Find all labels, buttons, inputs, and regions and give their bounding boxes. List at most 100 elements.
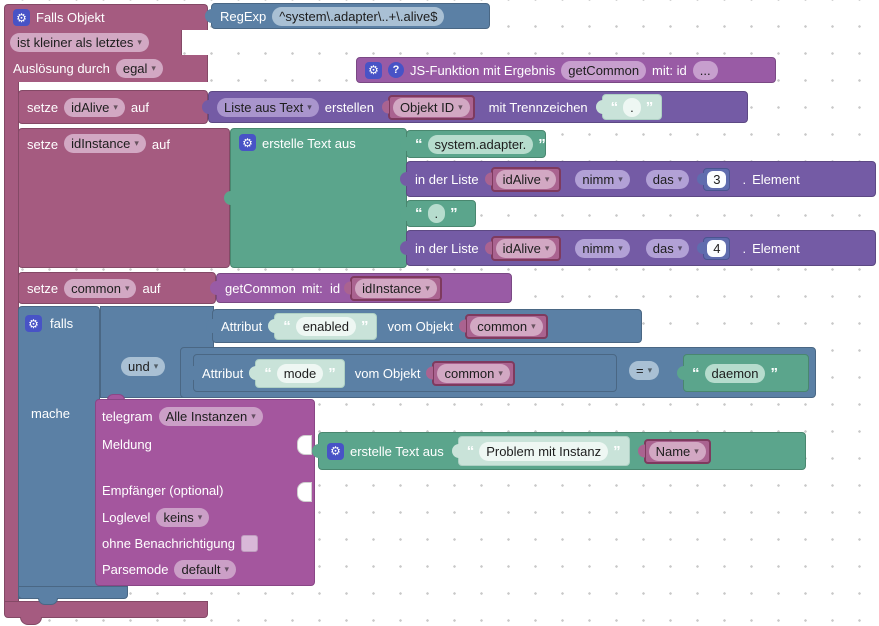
message-text-field[interactable]: Problem mit Instanz [479, 441, 609, 461]
separator-text-shadow-block[interactable]: “ . ” [601, 94, 663, 120]
comparison-block[interactable]: Attribut “ mode ” vom Objekt common ▾ = … [180, 347, 816, 398]
separator-text-field[interactable]: . [623, 97, 641, 117]
objekt-id-dropdown[interactable]: Objekt ID ▾ [392, 97, 470, 117]
list-get-which-dropdown[interactable]: das ▾ [645, 238, 690, 258]
attr-name-field[interactable]: mode [276, 363, 324, 383]
idalive-var-dropdown[interactable]: idAlive ▾ [495, 169, 557, 189]
attribute-get-block-2[interactable]: Attribut “ mode ” vom Objekt common ▾ [193, 354, 617, 392]
list-create-mode-dropdown[interactable]: Liste aus Text ▾ [217, 97, 319, 117]
und-dropdown[interactable]: und ▾ [121, 357, 166, 376]
erstellen-label: erstellen [324, 99, 374, 115]
chevron-down-icon: ▾ [694, 445, 699, 456]
jsfunction-name-field[interactable]: getCommon [561, 60, 647, 80]
text-join-label: erstelle Text aus [350, 443, 444, 459]
common-var-dropdown[interactable]: common ▾ [470, 316, 543, 336]
close-quote-icon: ” [328, 364, 336, 382]
attr-name-field[interactable]: enabled [295, 316, 356, 336]
loglevel-dropdown[interactable]: keins ▾ [156, 508, 210, 528]
trigger-left-spine[interactable] [4, 82, 19, 602]
telegram-row-parsemode: Parsemode default ▾ [102, 556, 308, 582]
trigger-block-row-condition[interactable]: ist kleiner als letztes ▾ [4, 30, 182, 55]
list-get-block-1[interactable]: in der Liste idAlive ▾ nimm ▾ das ▾ 3 . … [406, 161, 876, 197]
set-common-block[interactable]: setze common ▾ auf [18, 272, 216, 304]
attr-name-shadow-block[interactable]: “ mode ” [255, 358, 345, 388]
silent-checkbox[interactable] [241, 534, 258, 552]
text-join-block-2[interactable]: ⚙ erstelle Text aus “ Problem mit Instan… [318, 432, 806, 470]
common-var-block[interactable]: common ▾ [432, 360, 515, 386]
dot-label: . [742, 171, 747, 187]
attr-name-shadow-block[interactable]: “ enabled ” [274, 312, 378, 340]
common-var-block[interactable]: common ▾ [465, 313, 548, 339]
getcommon-args-label: mit: id [301, 280, 341, 296]
text-block-system-adapter[interactable]: “ system.adapter. ” [406, 130, 546, 158]
setze-label: setze [27, 280, 59, 296]
set-idalive-block[interactable]: setze idAlive ▾ auf [18, 90, 208, 124]
gear-icon[interactable]: ⚙ [327, 442, 344, 460]
chevron-down-icon: ▾ [224, 563, 230, 574]
trigger-block-row-ausloesung[interactable]: Auslösung durch egal ▾ [4, 55, 208, 82]
list-create-block[interactable]: Liste aus Text ▾ erstellen Objekt ID ▾ m… [208, 91, 748, 123]
auf-label: auf [151, 137, 170, 152]
text-field[interactable]: system.adapter. [427, 134, 534, 154]
jsfunction-more-field[interactable]: ... [692, 60, 718, 80]
name-var-block[interactable]: Name ▾ [643, 438, 711, 464]
list-get-op-dropdown[interactable]: nimm ▾ [575, 238, 630, 258]
list-get-which-dropdown[interactable]: das ▾ [645, 169, 690, 189]
set-idinstance-var-dropdown[interactable]: idInstance ▾ [64, 134, 146, 153]
message-text-shadow-block[interactable]: “ Problem mit Instanz ” [457, 436, 630, 466]
chevron-down-icon: ▾ [124, 282, 130, 293]
ausloesung-dropdown[interactable]: egal ▾ [115, 59, 163, 78]
parsemode-dropdown[interactable]: default ▾ [174, 559, 237, 579]
gear-icon[interactable]: ⚙ [25, 315, 42, 332]
set-common-var-dropdown[interactable]: common ▾ [64, 278, 137, 298]
text-field[interactable]: . [427, 204, 446, 223]
idalive-var-dropdown[interactable]: idAlive ▾ [495, 238, 557, 258]
number-block[interactable]: 3 [703, 167, 731, 191]
list-get-op-dropdown[interactable]: nimm ▾ [575, 169, 630, 189]
attribute-get-block-1[interactable]: Attribut “ enabled ” vom Objekt common ▾ [212, 309, 642, 343]
gear-icon[interactable]: ⚙ [239, 134, 256, 151]
chevron-down-icon: ▾ [618, 173, 623, 184]
objekt-id-block[interactable]: Objekt ID ▾ [387, 94, 475, 120]
trigger-bottom-bar[interactable] [4, 601, 208, 618]
set-idalive-var-dropdown[interactable]: idAlive ▾ [64, 97, 125, 117]
setze-label: setze [27, 137, 59, 152]
list-get-block-2[interactable]: in der Liste idAlive ▾ nimm ▾ das ▾ 4 . … [406, 230, 876, 266]
idinstance-var-block[interactable]: idInstance ▾ [350, 275, 442, 301]
common-var-dropdown[interactable]: common ▾ [437, 363, 510, 383]
comparison-op-dropdown[interactable]: = ▾ [629, 361, 660, 380]
regexp-block[interactable]: RegExp ^system\.adapter\..+\.alive$ [211, 3, 490, 29]
help-icon[interactable]: ? [388, 62, 404, 78]
jsfunction-block[interactable]: ⚙ ? JS-Funktion mit Ergebnis getCommon m… [356, 57, 776, 83]
chevron-down-icon: ▾ [134, 138, 139, 148]
falls-bottom-bar[interactable] [18, 586, 128, 599]
getcommon-call-block[interactable]: getCommon mit: id idInstance ▾ [216, 273, 512, 303]
set-idinstance-block[interactable]: setze idInstance ▾ auf [18, 128, 230, 268]
name-var-dropdown[interactable]: Name ▾ [648, 441, 706, 461]
text-field[interactable]: daemon [704, 363, 766, 383]
chevron-down-icon: ▾ [425, 282, 430, 293]
chevron-down-icon: ▾ [137, 37, 142, 47]
text-join-block-1[interactable]: ⚙ erstelle Text aus [230, 128, 407, 268]
telegram-instance-dropdown[interactable]: Alle Instanzen ▾ [158, 407, 263, 427]
trigger-condition-dropdown[interactable]: ist kleiner als letztes ▾ [10, 33, 149, 52]
falls-block[interactable]: ⚙ falls mache [18, 306, 100, 599]
parsemode-label: Parsemode [102, 561, 169, 577]
idalive-var-block[interactable]: idAlive ▾ [490, 166, 562, 192]
regexp-input[interactable]: ^system\.adapter\..+\.alive$ [272, 6, 445, 26]
open-quote-icon: “ [692, 364, 700, 382]
text-block-daemon[interactable]: “ daemon ” [683, 354, 809, 392]
number-field[interactable]: 4 [707, 239, 727, 257]
close-quote-icon: ” [770, 364, 778, 382]
telegram-block[interactable]: telegram Alle Instanzen ▾ Meldung Empfän… [95, 399, 315, 586]
idalive-var-block[interactable]: idAlive ▾ [490, 235, 562, 261]
gear-icon[interactable]: ⚙ [365, 61, 382, 79]
close-quote-icon: ” [450, 205, 458, 222]
idinstance-var-dropdown[interactable]: idInstance ▾ [355, 278, 437, 298]
number-block[interactable]: 4 [703, 236, 731, 260]
text-block-dot[interactable]: “ . ” [406, 200, 476, 227]
number-field[interactable]: 3 [707, 170, 727, 188]
trigger-block-header[interactable]: ⚙ Falls Objekt [4, 4, 208, 30]
gear-icon[interactable]: ⚙ [13, 9, 30, 26]
